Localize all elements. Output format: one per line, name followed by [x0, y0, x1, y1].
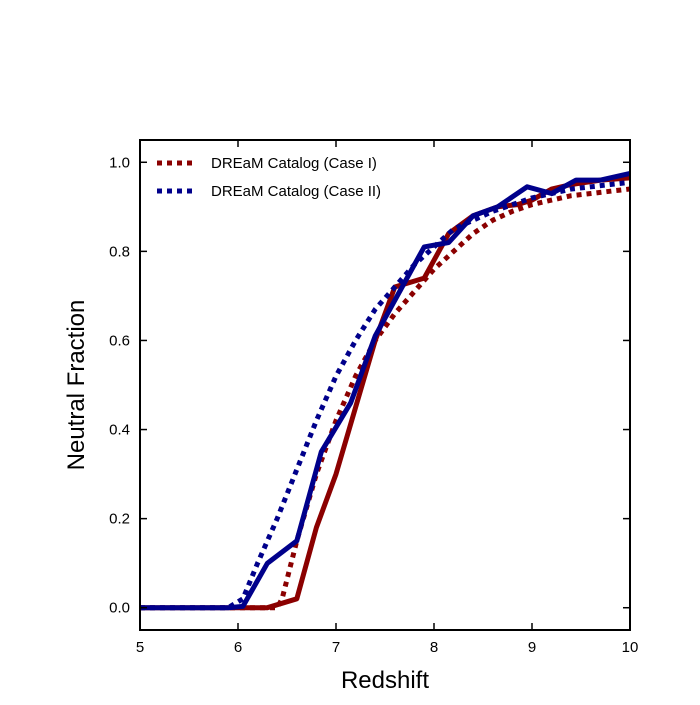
x-tick-label: 7	[332, 639, 340, 656]
plot-frame	[139, 139, 631, 631]
series-layer	[140, 170, 631, 611]
series-line-1-dotted	[140, 186, 631, 611]
series-line-3-dotted	[140, 179, 631, 611]
y-tick-label: 1.0	[109, 154, 130, 171]
legend-label-2: DREaM Catalog (Case II)	[211, 183, 381, 200]
tick-layer: 5 6 7 8 9 10 0.0 0.2 0.4 0.6 0.8 1.0	[109, 140, 638, 656]
y-tick-label: 0.8	[109, 243, 130, 260]
x-tick-label: 10	[622, 639, 639, 656]
y-tick-label: 0.4	[109, 422, 130, 439]
y-tick-label: 0.0	[109, 600, 130, 617]
series-line-2-solid	[140, 175, 631, 611]
x-axis-label: Redshift	[341, 667, 429, 694]
legend-label-1: DREaM Catalog (Case I)	[211, 155, 377, 172]
y-tick-label: 0.6	[109, 332, 130, 349]
x-tick-label: 6	[234, 639, 242, 656]
series-line-4-solid	[140, 170, 631, 611]
y-tick-label: 0.2	[109, 511, 130, 528]
x-tick-label: 5	[136, 639, 144, 656]
y-axis-label: Neutral Fraction	[63, 300, 90, 471]
x-tick-label: 8	[430, 639, 438, 656]
legend: DREaM Catalog (Case I) DREaM Catalog (Cas…	[157, 155, 381, 200]
x-tick-label: 9	[528, 639, 536, 656]
